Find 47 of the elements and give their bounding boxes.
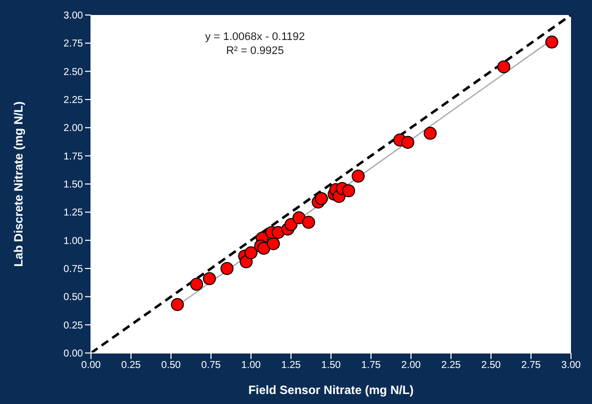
x-tick-label: 0.50 (161, 360, 182, 372)
point (302, 216, 316, 229)
point (190, 278, 204, 291)
point (545, 36, 558, 49)
point (202, 272, 216, 286)
y-axis-title: Lab Discrete Nitrate (mg N/L) (11, 101, 26, 267)
x-tick-label: 2.25 (441, 360, 462, 372)
point (170, 298, 184, 312)
point (497, 60, 510, 74)
point (220, 262, 234, 275)
annotation: y = 1.0068x - 0.1192 (204, 30, 306, 44)
x-tick-label: 1.75 (361, 360, 382, 372)
point (352, 170, 365, 183)
point (342, 184, 356, 198)
x-tick-label: 1.25 (281, 360, 302, 372)
y-tick-label: 2.50 (64, 66, 84, 78)
x-tick-label: 0.25 (121, 360, 142, 372)
y-tick-label: 3.00 (64, 10, 84, 22)
annotation: R² = 0.9925 (225, 44, 285, 58)
x-tick-label: 0.75 (201, 360, 222, 372)
x-tick-label: 1.00 (241, 360, 262, 372)
point (292, 211, 306, 224)
y-tick-label: 0.00 (64, 348, 84, 360)
point (244, 246, 258, 260)
point (314, 192, 328, 206)
y-tick-label: 0.50 (64, 292, 84, 304)
x-tick-label: 2.00 (401, 360, 422, 372)
y-tick-label: 2.00 (64, 123, 84, 134)
point (284, 218, 298, 232)
x-tick-label: 1.50 (321, 360, 342, 372)
point (424, 126, 437, 140)
x-axis-title: Field Sensor Nitrate (mg N/L) (248, 383, 414, 397)
y-tick-label: 0.25 (64, 320, 84, 332)
point (257, 242, 270, 255)
point (401, 136, 414, 149)
point (266, 237, 280, 250)
y-tick-label: 1.75 (64, 151, 84, 162)
y-tick-label: 1.50 (64, 180, 84, 191)
x-tick-label: 2.75 (521, 360, 542, 372)
x-tick-label: 3.00 (561, 360, 582, 372)
x-tick-label: 2.50 (481, 360, 502, 372)
x-tick-label: 0.00 (81, 360, 102, 372)
y-tick-label: 2.75 (64, 38, 84, 50)
y-tick-label: 1.25 (64, 208, 84, 219)
y-tick-label: 0.75 (64, 264, 84, 276)
y-tick-label: 2.25 (64, 95, 84, 106)
y-tick-label: 1.00 (64, 236, 84, 247)
